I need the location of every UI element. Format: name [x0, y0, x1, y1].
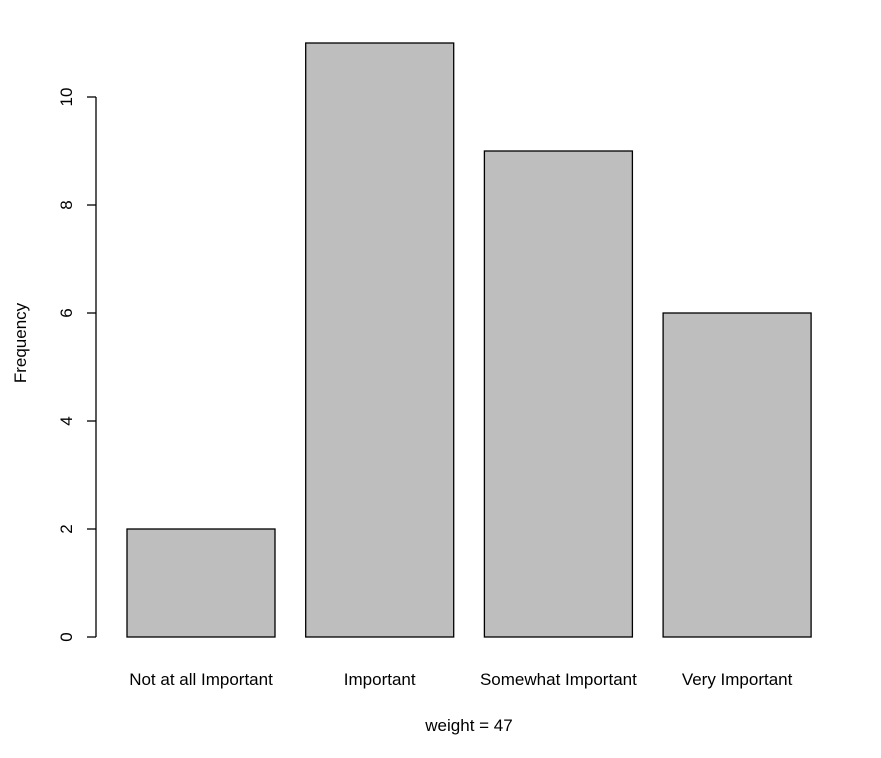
bar — [305, 42, 455, 638]
x-axis-title: weight = 47 — [424, 716, 512, 735]
x-tick-label: Not at all Important — [129, 670, 273, 689]
y-axis-title: Frequency — [11, 302, 30, 383]
y-axis: 0 2 4 6 8 10 — [57, 88, 97, 642]
x-tick-label: Important — [344, 670, 416, 689]
x-tick-label: Somewhat Important — [480, 670, 637, 689]
y-tick-label: 6 — [57, 308, 76, 317]
y-tick-label: 2 — [57, 524, 76, 533]
x-tick-labels: Not at all Important Important Somewhat Im… — [129, 670, 792, 689]
y-tick-label: 8 — [57, 200, 76, 209]
bars — [126, 42, 812, 638]
x-tick-label: Very Important — [682, 670, 793, 689]
bar — [483, 150, 634, 638]
y-tick-label: 4 — [57, 416, 76, 425]
y-tick-label: 10 — [57, 88, 76, 107]
bar — [662, 312, 812, 638]
y-tick-label: 0 — [57, 632, 76, 641]
bar — [126, 528, 276, 638]
